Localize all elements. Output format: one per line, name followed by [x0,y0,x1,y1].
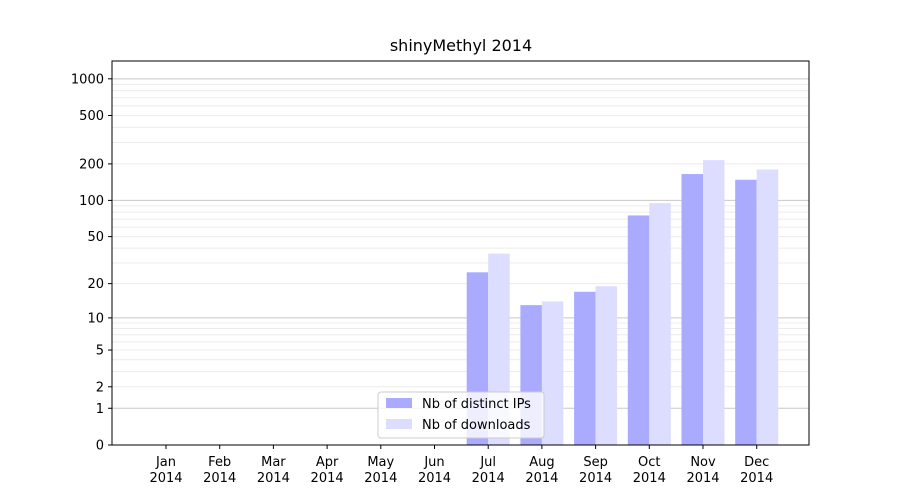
x-tick-label-month: Apr [316,455,339,470]
y-tick-label: 20 [87,277,104,292]
x-tick-label-month: Sep [583,455,608,470]
x-tick-label-month: Dec [744,455,769,470]
x-tick-label-month: Mar [261,455,286,470]
x-tick-label-month: May [367,455,394,470]
y-tick-label: 0 [96,439,104,454]
bar-distinct-ips [627,215,650,445]
x-tick-label-year: 2014 [525,471,558,486]
x-tick-label-month: Aug [529,455,554,470]
x-tick-label-month: Jan [155,455,176,470]
bar-distinct-ips [735,179,757,445]
x-tick-label-year: 2014 [472,471,505,486]
plot-frame [111,60,810,446]
legend-swatch-distinct-ips [386,398,412,408]
x-tick-label-year: 2014 [579,471,612,486]
x-tick-label-month: Oct [638,455,660,470]
legend-label-downloads: Nb of downloads [422,418,531,433]
chart-title: shinyMethyl 2014 [390,36,532,55]
bar-downloads [541,301,564,445]
legend: Nb of distinct IPs Nb of downloads [377,391,545,439]
y-tick-label: 2 [96,380,104,395]
bar-downloads [703,160,725,446]
x-tick-label-month: Jun [423,455,444,470]
y-tick-label: 5 [96,344,104,359]
x-tick-label-year: 2014 [364,471,397,486]
legend-box [377,391,545,439]
x-tick-label-year: 2014 [418,471,451,486]
legend-swatch-downloads [386,419,412,429]
x-tick-label-month: Jul [479,455,496,470]
bar-distinct-ips [681,174,703,445]
y-tick-label: 500 [79,109,104,124]
x-tick-label-year: 2014 [257,471,290,486]
y-tick-label: 100 [79,194,104,209]
x-tick-label-month: Feb [208,455,231,470]
x-tick-label-year: 2014 [149,471,182,486]
x-tick-label-year: 2014 [633,471,666,486]
x-tick-label-year: 2014 [686,471,719,486]
x-axis: Jan2014Feb2014Mar2014Apr2014May2014Jun20… [149,445,773,486]
x-tick-label-year: 2014 [203,471,236,486]
y-tick-label: 1000 [71,72,104,87]
bar-downloads [756,169,779,445]
y-tick-label: 50 [87,230,104,245]
x-tick-label-year: 2014 [740,471,773,486]
bar-downloads [595,286,618,445]
bar-distinct-ips [574,291,596,445]
bars-layer [466,160,779,446]
y-tick-label: 10 [87,311,104,326]
y-tick-label: 1 [96,402,104,417]
x-tick-label-month: Nov [690,455,716,470]
bar-downloads [649,203,671,445]
x-tick-label-year: 2014 [311,471,344,486]
y-axis: 0 1 2 5 10 20 50 100 200 500 1000 [71,72,112,454]
legend-label-distinct-ips: Nb of distinct IPs [422,397,531,412]
y-tick-label: 200 [79,157,104,172]
